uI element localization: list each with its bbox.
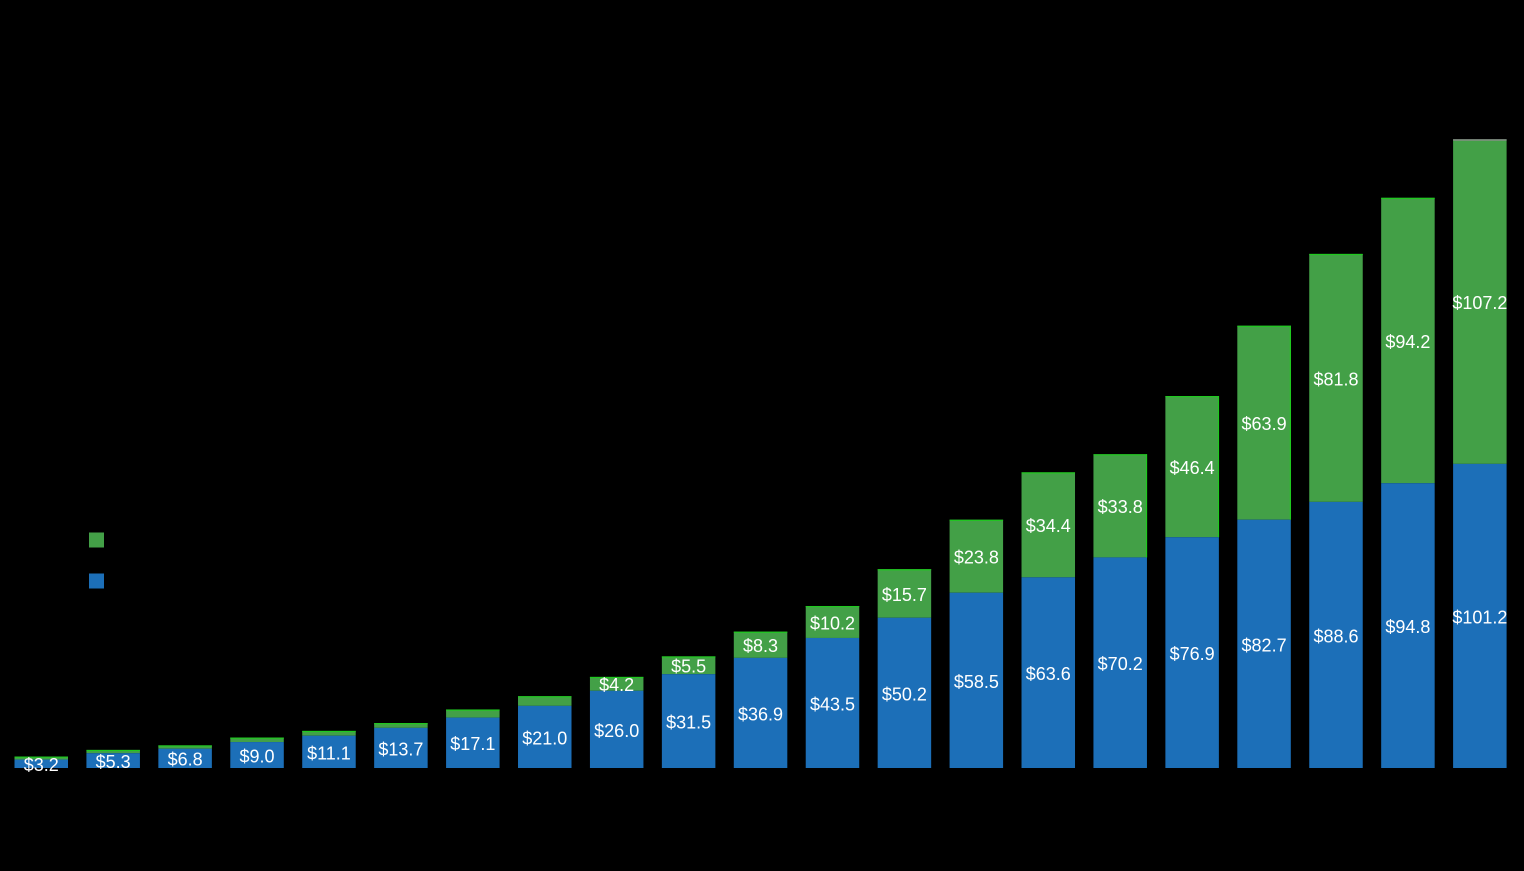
svg-text:$36.9: $36.9 — [738, 704, 783, 724]
svg-text:$94.8: $94.8 — [1385, 617, 1430, 637]
svg-text:$94.2: $94.2 — [1385, 332, 1430, 352]
svg-text:$63.9: $63.9 — [1242, 414, 1287, 434]
svg-text:$88.6: $88.6 — [1313, 626, 1358, 646]
svg-text:$5.3: $5.3 — [96, 752, 131, 772]
svg-text:$5.5: $5.5 — [671, 657, 706, 677]
svg-text:$21.0: $21.0 — [522, 728, 567, 748]
svg-text:$3.2: $3.2 — [24, 755, 59, 775]
svg-text:$46.4: $46.4 — [1170, 458, 1215, 478]
svg-text:$81.8: $81.8 — [1313, 369, 1358, 389]
svg-text:$82.7: $82.7 — [1242, 635, 1287, 655]
svg-text:$17.1: $17.1 — [450, 734, 495, 754]
svg-text:$8.3: $8.3 — [743, 636, 778, 656]
svg-text:$23.8: $23.8 — [954, 548, 999, 568]
svg-text:$15.7: $15.7 — [882, 585, 927, 605]
svg-text:$33.8: $33.8 — [1098, 497, 1143, 517]
svg-text:$107.2: $107.2 — [1452, 293, 1507, 313]
svg-text:$63.6: $63.6 — [1026, 664, 1071, 684]
svg-text:$9.0: $9.0 — [240, 746, 275, 766]
svg-text:$13.7: $13.7 — [378, 739, 423, 759]
svg-text:$26.0: $26.0 — [594, 721, 639, 741]
svg-text:$76.9: $76.9 — [1170, 644, 1215, 664]
svg-text:$4.2: $4.2 — [599, 675, 634, 695]
svg-text:$6.8: $6.8 — [168, 750, 203, 770]
svg-text:$10.2: $10.2 — [810, 613, 855, 633]
svg-text:$70.2: $70.2 — [1098, 654, 1143, 674]
svg-text:$50.2: $50.2 — [882, 684, 927, 704]
svg-text:$43.5: $43.5 — [810, 694, 855, 714]
svg-text:$31.5: $31.5 — [666, 712, 711, 732]
svg-text:$101.2: $101.2 — [1452, 607, 1507, 627]
svg-text:$58.5: $58.5 — [954, 672, 999, 692]
svg-text:$11.1: $11.1 — [307, 743, 351, 763]
svg-text:$34.4: $34.4 — [1026, 516, 1071, 536]
